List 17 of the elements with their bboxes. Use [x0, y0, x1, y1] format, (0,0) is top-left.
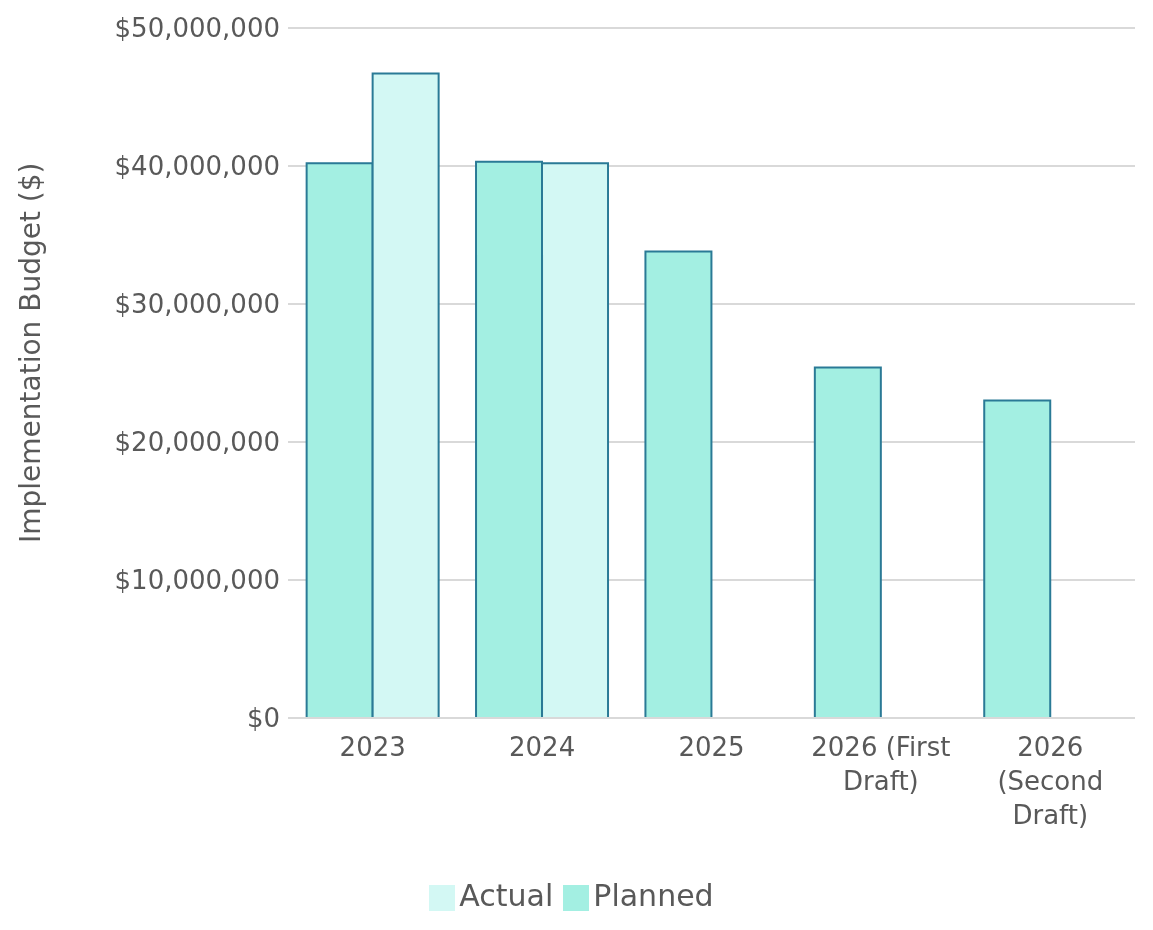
y-axis-title: Implementation Budget ($) [13, 162, 47, 543]
x-tick-label: 2026 (Second Draft) [997, 732, 1104, 830]
y-tick-label: $30,000,000 [114, 289, 280, 320]
y-tick-label: $0 [246, 703, 280, 734]
y-tick-label: $10,000,000 [114, 565, 280, 596]
y-tick-label: $20,000,000 [114, 427, 280, 458]
x-tick-label: 2023 [339, 732, 406, 762]
legend-label: Actual [459, 878, 554, 913]
bar [644, 250, 713, 718]
y-tick-label: $50,000,000 [114, 13, 280, 44]
bar [813, 366, 882, 718]
y-tick-label: $40,000,000 [114, 151, 280, 182]
x-tick-label: 2024 [509, 732, 576, 762]
x-tick-label: 2025 [678, 732, 745, 762]
legend-label: Planned [593, 878, 714, 913]
x-tick-label: 2026 (First Draft) [811, 732, 951, 796]
bar [983, 399, 1052, 718]
